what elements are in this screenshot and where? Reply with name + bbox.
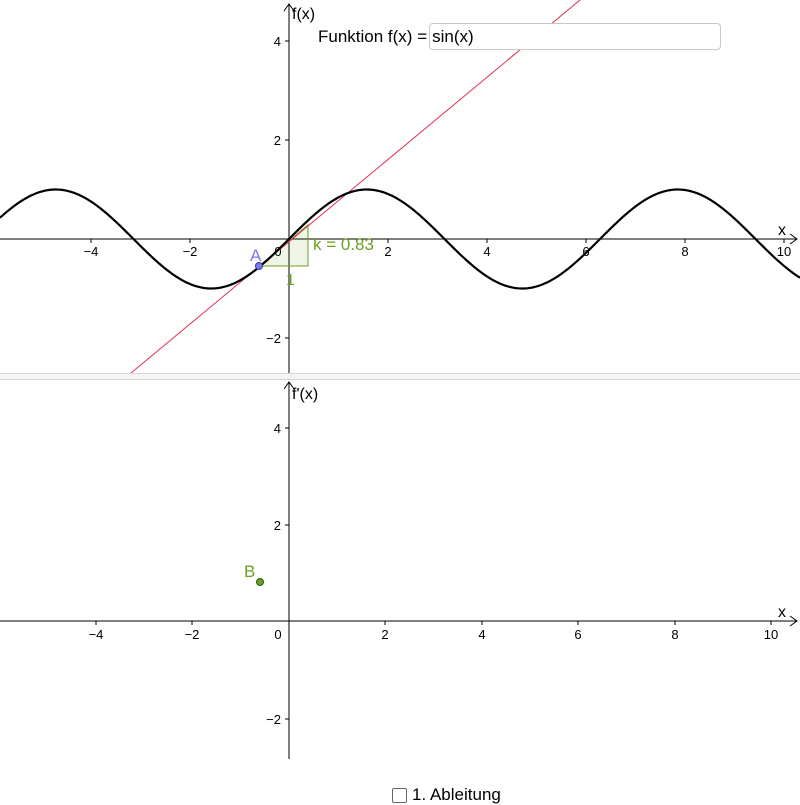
y-tick-labels: 4 2 −2 bbox=[266, 421, 281, 727]
x-tick-label: 8 bbox=[671, 627, 678, 642]
point-a-label: A bbox=[250, 246, 262, 265]
derivative-checkbox-label: 1. Ableitung bbox=[412, 785, 501, 804]
x-tick-label: 10 bbox=[777, 244, 791, 259]
y-tick-label: 4 bbox=[274, 421, 281, 436]
y-tick-label: −2 bbox=[266, 331, 281, 346]
slope-label: k = 0.83 bbox=[313, 235, 374, 254]
x-tick-label: 4 bbox=[478, 627, 485, 642]
x-tick-label: 2 bbox=[384, 244, 391, 259]
y-tick-label: 2 bbox=[274, 133, 281, 148]
y-ticks bbox=[285, 427, 289, 720]
x-axis-arrow bbox=[789, 233, 798, 245]
point-b[interactable] bbox=[256, 578, 264, 586]
derivative-graph-panel[interactable]: −4 −2 0 2 4 6 8 10 4 2 −2 f'(x) x B 1. A… bbox=[0, 380, 800, 804]
point-a[interactable] bbox=[255, 262, 263, 270]
y-tick-labels: 4 2 −2 bbox=[266, 34, 281, 346]
function-input-group: Funktion f(x) = bbox=[318, 23, 722, 50]
x-tick-label: 2 bbox=[381, 627, 388, 642]
y-axis-label: f(x) bbox=[292, 6, 315, 23]
function-curve[interactable] bbox=[0, 188, 800, 290]
derivative-checkbox[interactable]: 1. Ableitung bbox=[392, 785, 501, 805]
function-graph-panel[interactable]: −4 −2 0 2 4 6 8 10 4 2 −2 f(x) x bbox=[0, 0, 800, 373]
x-tick-label: 6 bbox=[574, 627, 581, 642]
x-tick-label: −2 bbox=[185, 627, 200, 642]
slope-run-label: 1 bbox=[286, 272, 295, 289]
x-tick-labels: −4 −2 0 2 4 6 8 10 bbox=[89, 627, 779, 642]
y-ticks bbox=[285, 40, 289, 339]
x-tick-label: −2 bbox=[183, 244, 198, 259]
function-graph-canvas[interactable]: −4 −2 0 2 4 6 8 10 4 2 −2 f(x) x bbox=[0, 0, 800, 373]
x-tick-label: 0 bbox=[274, 627, 281, 642]
x-axis-arrow bbox=[789, 615, 798, 627]
x-tick-label: 8 bbox=[681, 244, 688, 259]
function-input-label: Funktion f(x) = bbox=[318, 26, 428, 46]
x-axis-label: x bbox=[778, 604, 786, 621]
x-tick-label: −4 bbox=[89, 627, 104, 642]
tangent-line[interactable] bbox=[130, 0, 581, 373]
x-tick-label: −4 bbox=[84, 244, 99, 259]
derivative-graph-canvas[interactable]: −4 −2 0 2 4 6 8 10 4 2 −2 f'(x) x B bbox=[0, 380, 800, 759]
y-axis-label: f'(x) bbox=[292, 386, 318, 403]
y-axis-arrow bbox=[283, 381, 295, 390]
y-tick-label: 4 bbox=[274, 34, 281, 49]
x-tick-labels: −4 −2 0 2 4 6 8 10 bbox=[84, 244, 792, 259]
panel-divider[interactable] bbox=[0, 373, 800, 380]
x-tick-label: 10 bbox=[764, 627, 778, 642]
function-input[interactable] bbox=[429, 23, 722, 50]
x-tick-label: 4 bbox=[483, 244, 490, 259]
checkbox-icon[interactable] bbox=[392, 787, 407, 803]
y-tick-label: 2 bbox=[274, 518, 281, 533]
point-b-label: B bbox=[244, 562, 255, 581]
x-ticks bbox=[90, 239, 785, 243]
x-axis-label: x bbox=[778, 222, 786, 239]
x-ticks bbox=[95, 621, 772, 625]
y-tick-label: −2 bbox=[266, 712, 281, 727]
y-axis-arrow bbox=[283, 3, 295, 12]
